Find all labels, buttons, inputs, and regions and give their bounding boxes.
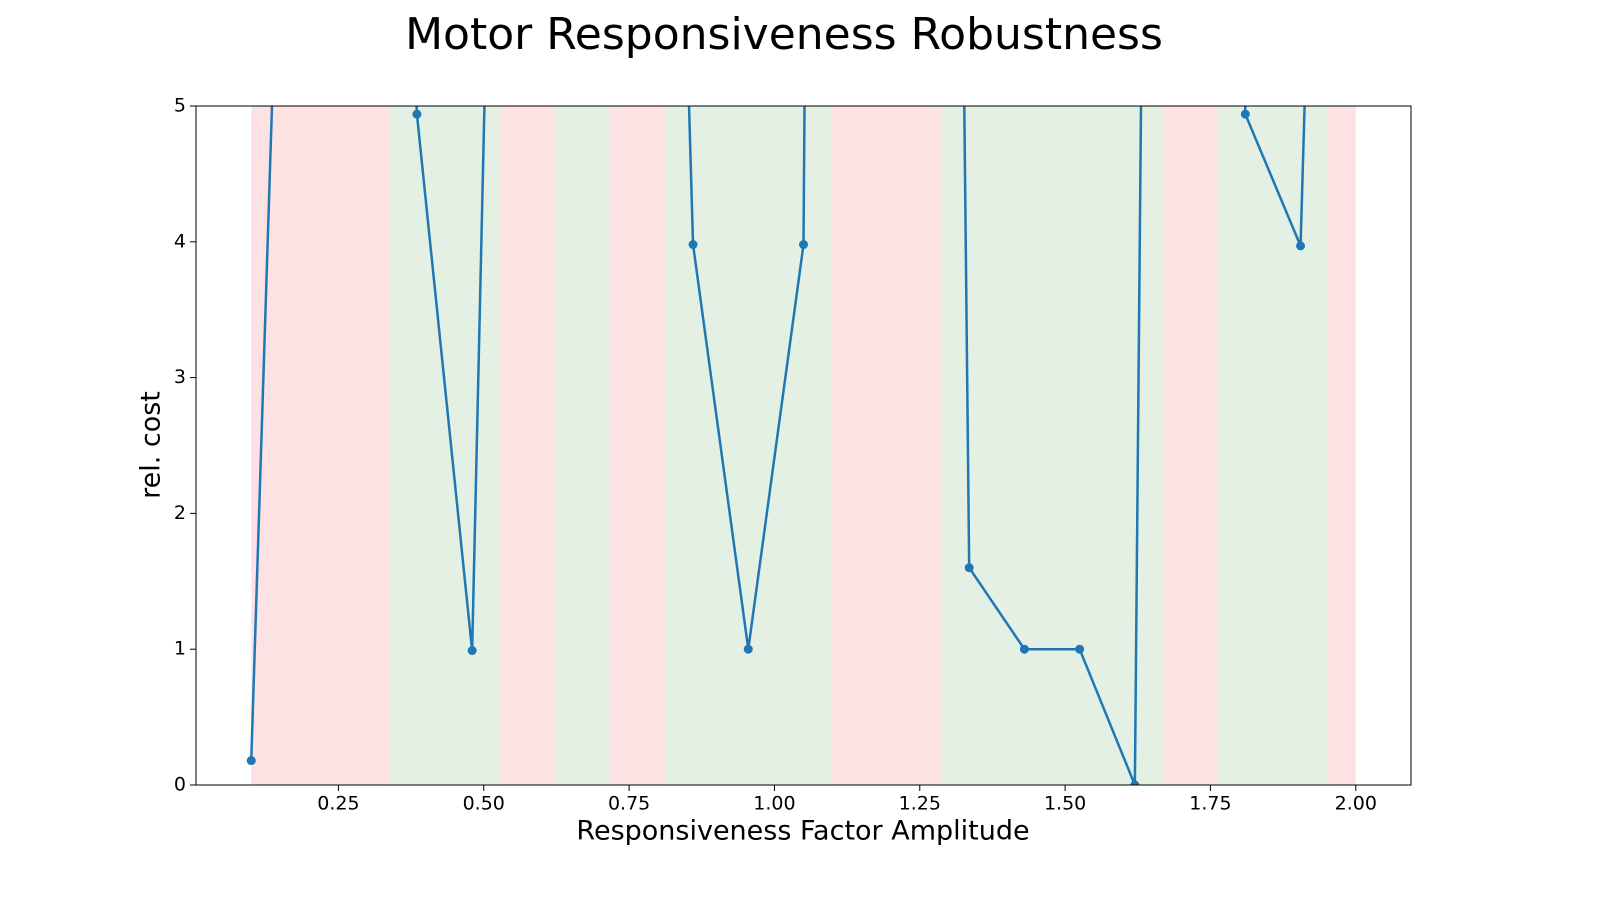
plot-area bbox=[246, 106, 1306, 785]
x-tick-label: 0.50 bbox=[463, 793, 505, 815]
data-point bbox=[743, 644, 753, 654]
x-tick-label: 0.25 bbox=[317, 793, 359, 815]
data-point bbox=[467, 646, 477, 656]
data-point bbox=[1296, 241, 1306, 251]
data-point bbox=[964, 563, 974, 573]
chart-title: Motor Responsiveness Robustness bbox=[405, 9, 1163, 60]
data-point bbox=[246, 756, 256, 766]
data-point bbox=[1075, 644, 1085, 654]
y-tick-label: 2 bbox=[174, 502, 186, 524]
shaded-region bbox=[1328, 106, 1356, 785]
shaded-region bbox=[1217, 106, 1329, 785]
axes-frame bbox=[195, 105, 1412, 786]
x-tick-label: 0.75 bbox=[608, 793, 650, 815]
data-point bbox=[799, 240, 808, 250]
shaded-region bbox=[831, 106, 942, 785]
y-tick-label: 4 bbox=[174, 230, 186, 252]
shaded-region bbox=[941, 106, 1163, 785]
data-point bbox=[1240, 109, 1250, 119]
y-tick-label: 1 bbox=[174, 638, 186, 660]
x-tick-label: 1.00 bbox=[753, 793, 795, 815]
y-tick-label: 0 bbox=[174, 774, 186, 796]
y-tick-label: 3 bbox=[174, 366, 186, 388]
shaded-region bbox=[1162, 106, 1218, 785]
x-axis-label: Responsiveness Factor Amplitude bbox=[576, 816, 1029, 847]
y-tick-label: 5 bbox=[174, 95, 186, 117]
shaded-region bbox=[499, 106, 555, 785]
data-point bbox=[688, 240, 698, 250]
data-point bbox=[1019, 644, 1029, 654]
x-tick-label: 1.25 bbox=[899, 793, 941, 815]
y-axis-label: rel. cost bbox=[136, 391, 167, 499]
x-tick-label: 1.75 bbox=[1189, 793, 1231, 815]
axes: 0.25 0.50 0.75 1.00 1.25 1.50 1.75 2.00 0 1 2 3 4 5 bbox=[174, 95, 1377, 815]
x-tick-label: 1.50 bbox=[1044, 793, 1086, 815]
shaded-region bbox=[665, 106, 832, 785]
data-point bbox=[412, 109, 422, 119]
shaded-region bbox=[554, 106, 611, 785]
shaded-region bbox=[251, 106, 390, 785]
data-point bbox=[1130, 780, 1140, 785]
x-tick-label: 2.00 bbox=[1335, 793, 1377, 815]
shaded-region bbox=[610, 106, 666, 785]
